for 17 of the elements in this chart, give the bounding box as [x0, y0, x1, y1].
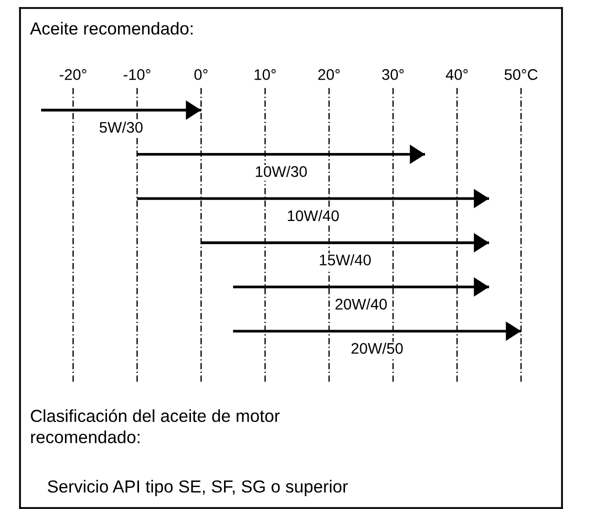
- x-tick-label: 30°: [382, 69, 404, 80]
- x-tick-label: 20°: [318, 69, 340, 80]
- x-tick-label: 0°: [194, 69, 208, 80]
- x-tick-label: -20°: [60, 69, 86, 80]
- y-tick-label: 10W/30: [256, 166, 307, 177]
- y-tick-label: 20W/40: [336, 298, 387, 310]
- y-tick-label: 15W/40: [320, 254, 371, 266]
- text: Clasificación del aceite de motor recomendado:: [30, 409, 280, 444]
- y-tick-label: 20W/50: [352, 342, 403, 354]
- x-tick-label: 50°C: [504, 69, 538, 80]
- x-tick-label: 40°: [446, 69, 468, 80]
- x-tick-label: 10°: [254, 69, 276, 80]
- y-tick-label: 10W/40: [288, 210, 339, 222]
- y-tick-label: 5W/30: [100, 122, 143, 133]
- x-tick-label: -10°: [124, 69, 150, 80]
- chart-title: Aceite recomendado:: [30, 22, 192, 35]
- text: Servicio API tipo SE, SF, SG o superior: [48, 480, 348, 496]
